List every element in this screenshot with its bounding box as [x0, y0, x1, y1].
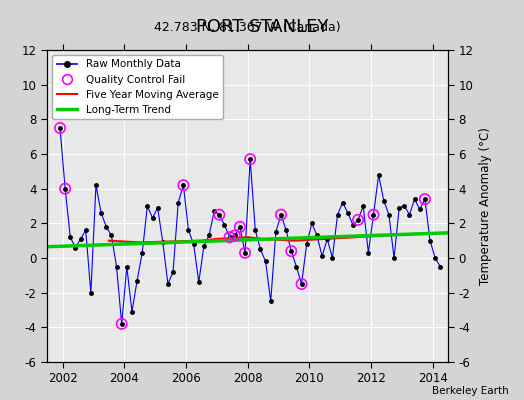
Point [231, 232, 239, 239]
Point [61, 186, 69, 192]
Point [236, 224, 244, 230]
Point [215, 212, 224, 218]
Text: PORT STANLEY: PORT STANLEY [196, 18, 328, 36]
Point [421, 196, 429, 202]
Point [354, 217, 362, 223]
Legend: Raw Monthly Data, Quality Control Fail, Five Year Moving Average, Long-Term Tren: Raw Monthly Data, Quality Control Fail, … [52, 55, 223, 119]
Point [246, 156, 254, 162]
Point [56, 125, 64, 131]
Point [241, 250, 249, 256]
Title: 42.783 N, 81.367 W (Canada): 42.783 N, 81.367 W (Canada) [154, 20, 341, 34]
Point [369, 212, 378, 218]
Point [179, 182, 188, 188]
Text: Berkeley Earth: Berkeley Earth [432, 386, 508, 396]
Point [117, 321, 126, 327]
Point [297, 281, 305, 287]
Point [225, 234, 234, 240]
Point [277, 212, 285, 218]
Y-axis label: Temperature Anomaly (°C): Temperature Anomaly (°C) [479, 127, 492, 285]
Point [287, 248, 296, 254]
